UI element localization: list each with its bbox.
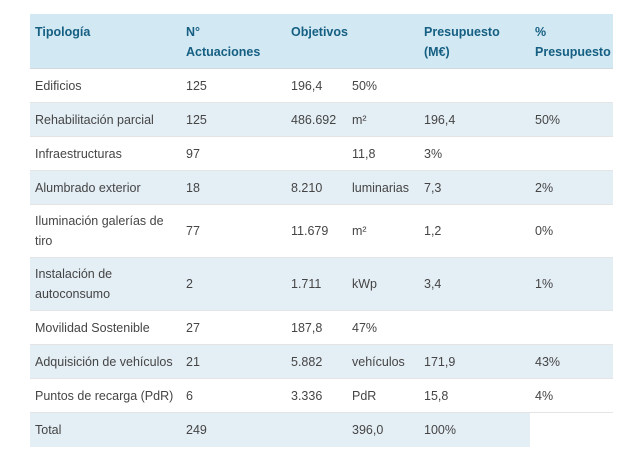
cell-num-actuaciones: 27	[181, 310, 286, 345]
cell-num-actuaciones: 125	[181, 68, 286, 103]
cell-tipologia: Edificios	[30, 68, 181, 103]
row-puntos-de-recarga: Puntos de recarga (PdR) 6 3.336 PdR 15,8…	[30, 378, 613, 413]
cell-tipologia: Alumbrado exterior	[30, 170, 181, 205]
row-infraestructuras: Infraestructuras 97 11,8 3%	[30, 136, 613, 171]
cell-num-actuaciones: 18	[181, 170, 286, 205]
cell-tipologia: Movilidad Sostenible	[30, 310, 181, 345]
cell-presupuesto	[419, 68, 530, 103]
cell-objetivo-unidad: vehículos	[347, 344, 419, 379]
cell-objetivo-unidad: m²	[347, 204, 419, 258]
cell-pct-presupuesto: 2%	[530, 170, 613, 205]
cell-presupuesto: 3,4	[419, 257, 530, 311]
cell-pct-presupuesto	[530, 136, 613, 171]
cell-tipologia: Rehabilitación parcial	[30, 102, 181, 137]
cell-pct-presupuesto	[530, 310, 613, 345]
cell-presupuesto: 196,4	[419, 102, 530, 137]
column-header-objetivos: Objetivos	[286, 14, 419, 69]
column-header-presupuesto: Presupuesto (M€)	[419, 14, 530, 69]
row-edificios: Edificios 125 196,4 50%	[30, 68, 613, 103]
cell-tipologia: Infraestructuras	[30, 136, 181, 171]
cell-objetivo-unidad: 50%	[347, 68, 419, 103]
cell-objetivo-unidad: kWp	[347, 257, 419, 311]
cell-num-actuaciones: 97	[181, 136, 286, 171]
cell-pct-presupuesto	[530, 412, 613, 447]
cell-num-actuaciones: 2	[181, 257, 286, 311]
cell-presupuesto: 15,8	[419, 378, 530, 413]
typology-budget-table: Tipología N° Actuaciones Objetivos Presu…	[30, 14, 613, 447]
column-header-pct-presupuesto: % Presupuesto	[530, 14, 613, 69]
cell-tipologia: Instalación de autoconsumo	[30, 257, 181, 311]
cell-pct-presupuesto: 50%	[530, 102, 613, 137]
row-total: Total 249 396,0 100%	[30, 412, 613, 447]
cell-objetivo-valor: 486.692	[286, 102, 347, 137]
row-iluminacion-galerias: Iluminación galerías de tiro 77 11.679 m…	[30, 204, 613, 258]
column-header-tipologia: Tipología	[30, 14, 181, 69]
cell-num-actuaciones: 125	[181, 102, 286, 137]
cell-pct-presupuesto: 4%	[530, 378, 613, 413]
cell-objetivo-valor: 5.882	[286, 344, 347, 379]
cell-objetivo-valor: 8.210	[286, 170, 347, 205]
table-header: Tipología N° Actuaciones Objetivos Presu…	[30, 14, 613, 69]
cell-pct-presupuesto: 0%	[530, 204, 613, 258]
cell-tipologia: Adquisición de vehículos	[30, 344, 181, 379]
table-body: Edificios 125 196,4 50% Rehabilitación p…	[30, 68, 613, 447]
row-rehabilitacion-parcial: Rehabilitación parcial 125 486.692 m² 19…	[30, 102, 613, 137]
cell-objetivo-unidad: 47%	[347, 310, 419, 345]
cell-num-actuaciones: 249	[181, 412, 286, 447]
cell-objetivo-valor: 1.711	[286, 257, 347, 311]
cell-objetivo-valor: 187,8	[286, 310, 347, 345]
cell-presupuesto	[419, 310, 530, 345]
cell-tipologia: Puntos de recarga (PdR)	[30, 378, 181, 413]
cell-objetivo-unidad: luminarias	[347, 170, 419, 205]
column-header-num-actuaciones: N° Actuaciones	[181, 14, 286, 69]
row-alumbrado-exterior: Alumbrado exterior 18 8.210 luminarias 7…	[30, 170, 613, 205]
cell-objetivo-valor	[286, 136, 347, 171]
cell-pct-presupuesto: 43%	[530, 344, 613, 379]
cell-objetivo-unidad: m²	[347, 102, 419, 137]
cell-presupuesto: 100%	[419, 412, 530, 447]
row-adquisicion-vehiculos: Adquisición de vehículos 21 5.882 vehícu…	[30, 344, 613, 379]
cell-objetivo-unidad: 11,8	[347, 136, 419, 171]
cell-presupuesto: 1,2	[419, 204, 530, 258]
header-row: Tipología N° Actuaciones Objetivos Presu…	[30, 14, 613, 69]
cell-objetivo-valor	[286, 412, 347, 447]
cell-num-actuaciones: 21	[181, 344, 286, 379]
cell-objetivo-unidad: 396,0	[347, 412, 419, 447]
cell-presupuesto: 171,9	[419, 344, 530, 379]
cell-presupuesto: 7,3	[419, 170, 530, 205]
typology-budget-table-container: Tipología N° Actuaciones Objetivos Presu…	[30, 14, 613, 447]
cell-num-actuaciones: 6	[181, 378, 286, 413]
cell-tipologia: Iluminación galerías de tiro	[30, 204, 181, 258]
row-movilidad-sostenible: Movilidad Sostenible 27 187,8 47%	[30, 310, 613, 345]
cell-presupuesto: 3%	[419, 136, 530, 171]
cell-pct-presupuesto: 1%	[530, 257, 613, 311]
cell-objetivo-valor: 11.679	[286, 204, 347, 258]
row-instalacion-autoconsumo: Instalación de autoconsumo 2 1.711 kWp 3…	[30, 257, 613, 311]
cell-pct-presupuesto	[530, 68, 613, 103]
cell-objetivo-unidad: PdR	[347, 378, 419, 413]
cell-objetivo-valor: 3.336	[286, 378, 347, 413]
cell-objetivo-valor: 196,4	[286, 68, 347, 103]
cell-num-actuaciones: 77	[181, 204, 286, 258]
cell-tipologia: Total	[30, 412, 181, 447]
